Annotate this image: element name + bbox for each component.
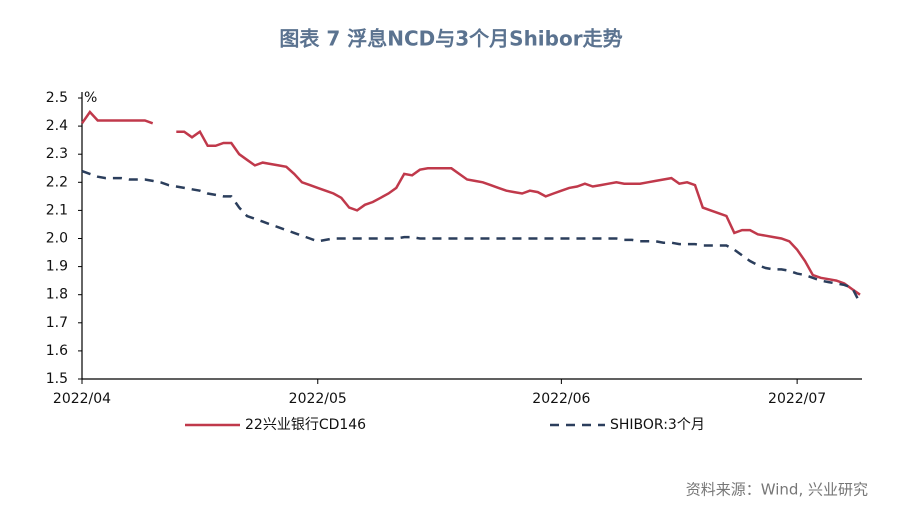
y-tick-label: 2.0 [46, 231, 68, 247]
series-line [80, 110, 154, 125]
legend-label: 22兴业银行CD146 [245, 417, 366, 433]
x-tick-label: 2022/06 [532, 391, 590, 407]
source-note: 资料来源：Wind, 兴业研究 [686, 481, 868, 499]
chart-title: 图表 7 浮息NCD与3个月Shibor走势 [279, 27, 622, 51]
x-tick-label: 2022/04 [53, 391, 111, 407]
y-tick-label: 1.5 [46, 371, 68, 387]
y-tick-label: 2.2 [46, 174, 68, 190]
series-line [81, 169, 862, 304]
y-unit: % [84, 90, 97, 106]
x-tick-label: 2022/05 [289, 391, 347, 407]
y-tick-label: 2.4 [46, 118, 68, 134]
series-line [176, 129, 861, 296]
y-tick-label: 1.8 [46, 287, 68, 303]
y-tick-label: 1.7 [46, 315, 68, 331]
y-tick-label: 2.1 [46, 202, 68, 218]
y-tick-label: 1.9 [46, 259, 68, 275]
x-tick-label: 2022/07 [768, 391, 826, 407]
y-tick-label: 2.5 [46, 90, 68, 106]
y-tick-label: 2.3 [46, 146, 68, 162]
legend-label: SHIBOR:3个月 [610, 417, 705, 433]
y-tick-label: 1.6 [46, 343, 68, 359]
